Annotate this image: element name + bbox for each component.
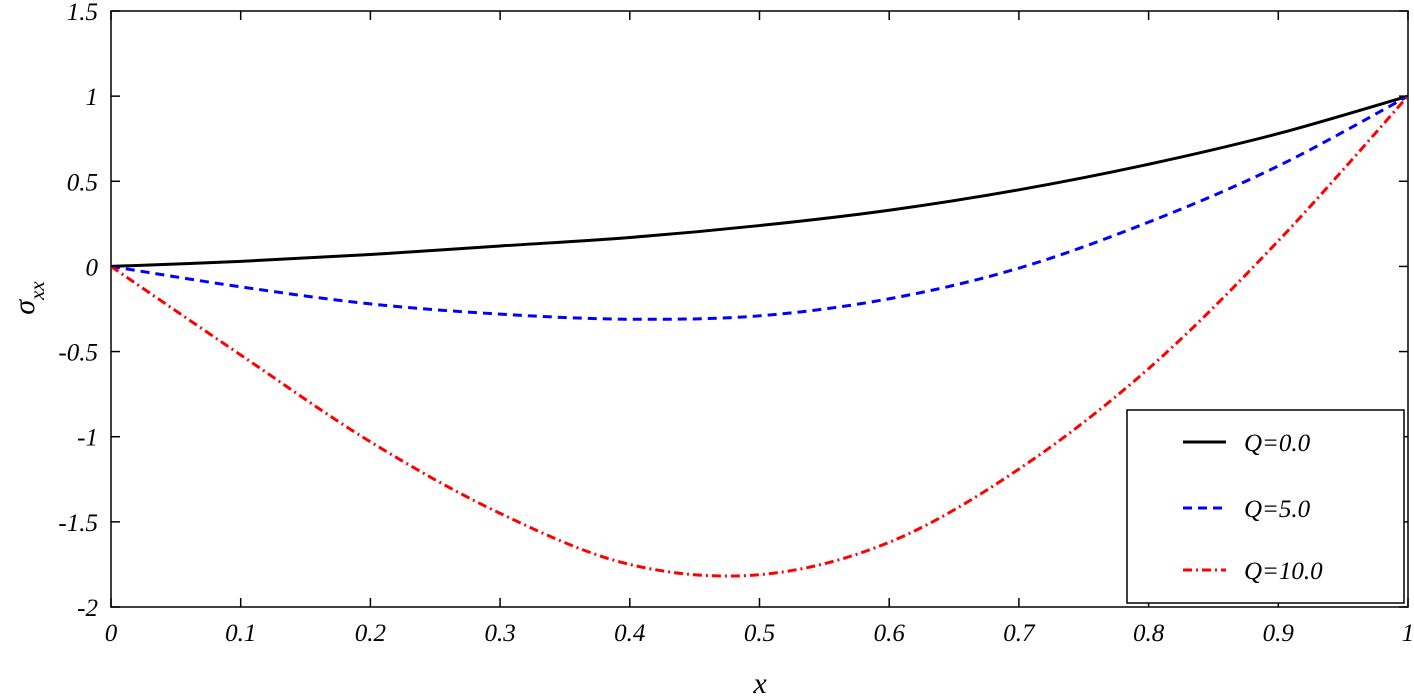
x-tick-label: 0.3 [484,620,515,647]
y-tick-label: 0 [86,254,99,281]
x-tick-label: 0.9 [1263,620,1295,647]
y-axis-label-symbol: σ [8,299,41,315]
y-tick-label: 1.5 [67,0,98,26]
y-tick-labels: -2 -1.5 -1 -0.5 0 0.5 1 1.5 [58,0,98,622]
legend-label-2: Q=5.0 [1244,496,1311,523]
y-tick-label: -1 [77,425,98,452]
y-tick-label: -0.5 [58,340,98,367]
legend-label-1: Q=0.0 [1244,430,1311,457]
x-tick-label: 0.7 [1003,620,1036,647]
legend: Q=0.0 Q=5.0 Q=10.0 [1126,409,1405,604]
y-tick-label: 0.5 [67,169,98,196]
x-tick-label: 0.8 [1133,620,1165,647]
y-tick-label: -2 [77,595,98,622]
y-tick-label: 1 [86,84,99,111]
x-tick-label: 1 [1402,620,1414,647]
x-tick-label: 0.5 [744,620,775,647]
x-tick-label: 0.6 [874,620,906,647]
y-axis-label-subscript: xx [25,281,49,301]
x-tick-label: 0.2 [355,620,386,647]
series-line-2 [110,94,1409,321]
svg-text:σxx: σxx [8,281,49,315]
x-axis-label: x [752,667,767,696]
legend-box [1126,409,1405,604]
legend-label-3: Q=10.0 [1244,558,1323,585]
tick-marks [110,10,1409,608]
y-axis-label: σxx [8,281,49,315]
x-tick-label: 0 [105,620,118,647]
series-line-1 [110,94,1409,268]
x-tick-labels: 0 0.1 0.2 0.3 0.4 0.5 0.6 0.7 0.8 0.9 1 [105,620,1414,647]
series-line-3 [110,95,1410,578]
x-tick-label: 0.4 [614,620,645,647]
y-tick-label: -1.5 [58,510,98,537]
x-tick-label: 0.1 [225,620,256,647]
